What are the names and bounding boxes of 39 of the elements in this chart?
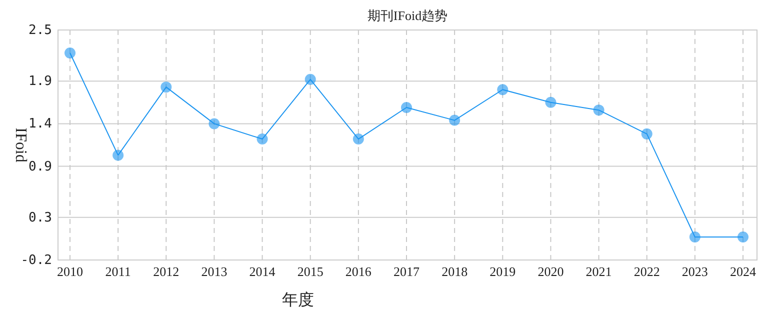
x-tick-label: 2015 (297, 264, 324, 279)
x-axis-title: 年度 (282, 291, 314, 309)
point (545, 96, 556, 108)
point (304, 74, 316, 85)
y-tick-label: 2.5 (28, 23, 52, 38)
point (160, 82, 172, 93)
point (497, 84, 508, 96)
point (738, 232, 748, 242)
point (449, 114, 460, 126)
point (352, 134, 364, 145)
point (112, 150, 124, 161)
point (64, 48, 76, 58)
x-tick-label: 2021 (586, 264, 612, 279)
y-tick-label: 1.4 (28, 116, 52, 132)
chart-title: 期刊IFoid趋势 (367, 8, 448, 23)
x-tick-label: 2012 (153, 264, 180, 279)
y-tick-label: 0.3 (28, 210, 52, 226)
y-tick-label: 1.9 (28, 74, 52, 90)
x-tick-label: 2017 (394, 264, 420, 279)
point (256, 134, 268, 145)
point (401, 102, 412, 114)
point (208, 118, 220, 130)
x-tick-label: 2022 (634, 264, 660, 279)
x-tick-label: 2024 (730, 264, 756, 279)
point (593, 104, 604, 116)
x-tick-label: 2014 (249, 264, 276, 279)
y-axis-title: IFoid (12, 128, 29, 162)
y-tick-label: 0.9 (28, 159, 52, 174)
x-tick-label: 2020 (538, 264, 564, 279)
y-tick-label: -0.2 (20, 253, 52, 268)
x-tick-label: 2019 (490, 264, 516, 279)
x-tick-label: 2018 (442, 264, 468, 279)
x-tick-label: 2010 (57, 264, 83, 279)
point (689, 232, 700, 242)
x-tick-label: 2023 (682, 264, 708, 279)
x-tick-label: 2016 (345, 264, 372, 279)
x-tick-label: 2011 (105, 264, 131, 279)
x-tick-label: 2013 (201, 264, 228, 279)
point (641, 128, 652, 140)
